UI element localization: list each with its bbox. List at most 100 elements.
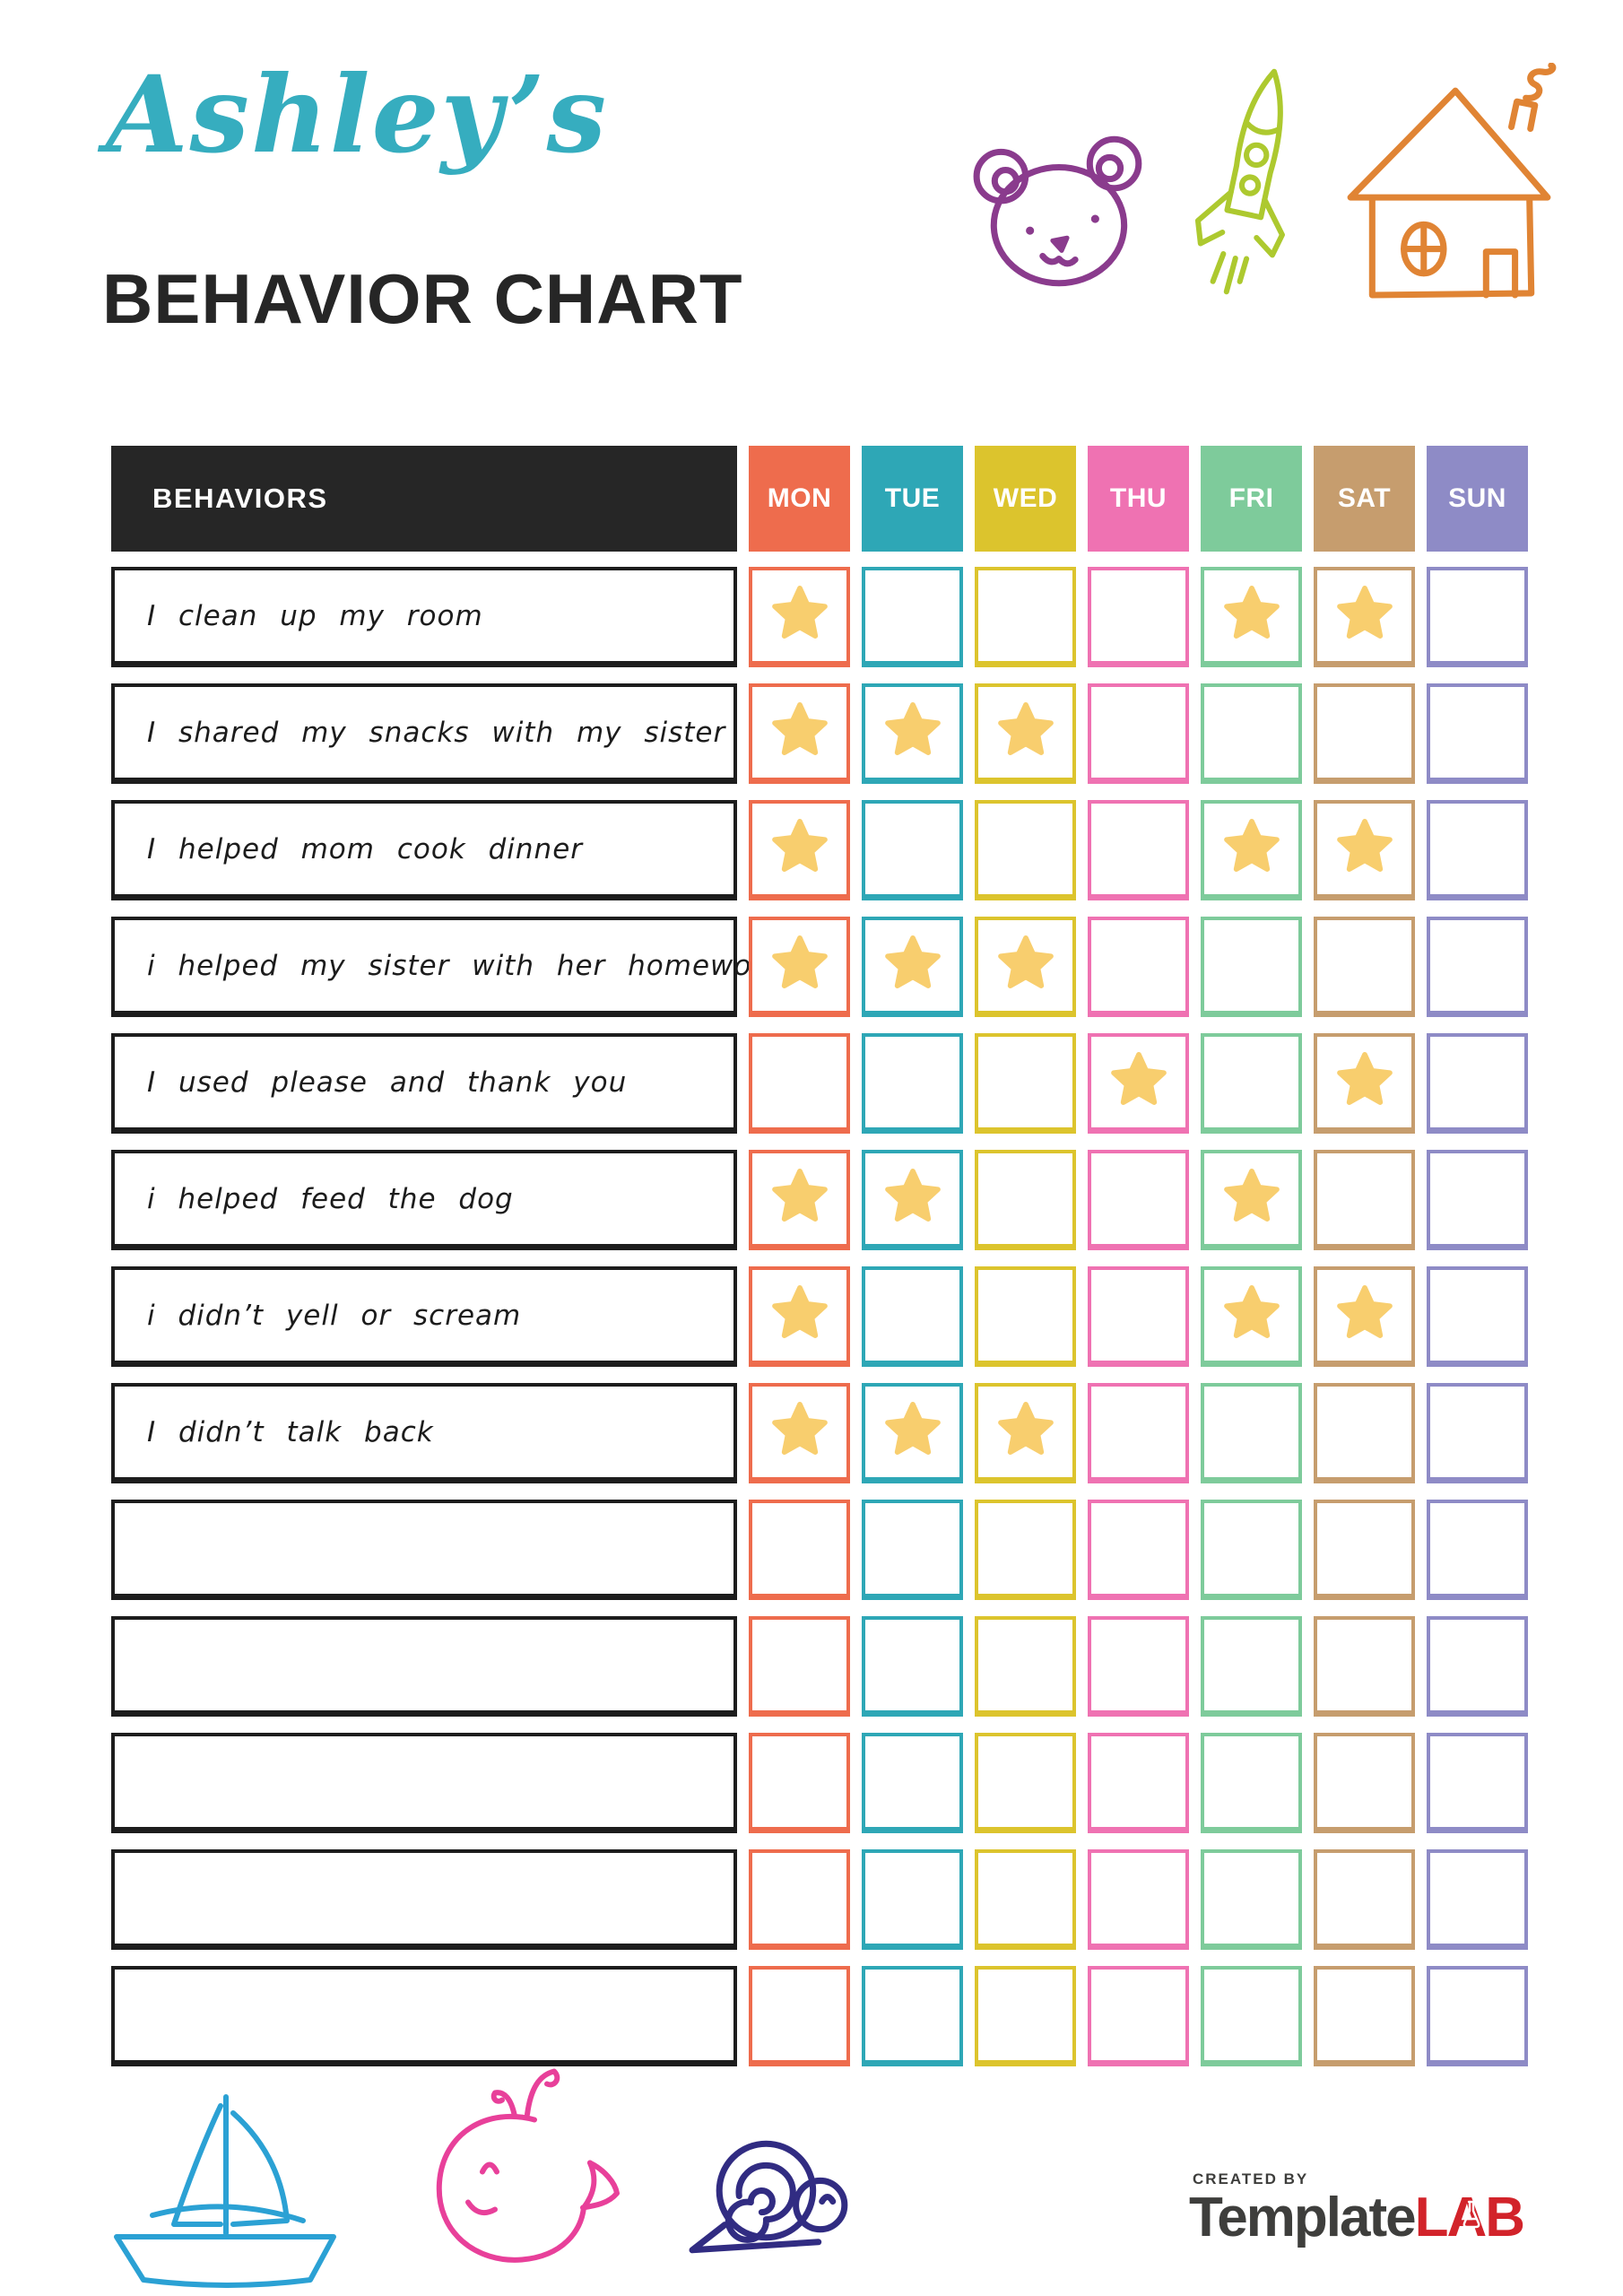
day-cell-mon (749, 917, 850, 1017)
behavior-label-box: I helped mom cook dinner (111, 800, 737, 900)
behavior-label-box: i didn’t yell or scream (111, 1266, 737, 1367)
day-cell-wed (975, 1150, 1076, 1250)
child-name-title: Ashley’s (106, 52, 609, 177)
day-cell-tue (862, 1266, 963, 1367)
star-icon (771, 1168, 828, 1222)
day-cell-fri (1201, 1033, 1302, 1134)
day-cell-fri (1201, 1500, 1302, 1600)
day-cell-sat (1314, 1033, 1415, 1134)
day-cell-sat (1314, 1849, 1415, 1950)
star-icon (1223, 818, 1280, 872)
day-cell-wed (975, 1966, 1076, 2066)
day-cell-thu (1088, 1150, 1189, 1250)
day-cell-fri (1201, 683, 1302, 784)
day-cell-sun (1427, 1616, 1528, 1717)
behavior-label-box (111, 1966, 737, 2066)
day-cell-sat (1314, 1616, 1415, 1717)
day-cell-thu (1088, 683, 1189, 784)
day-cell-sun (1427, 1150, 1528, 1250)
day-cell-wed (975, 800, 1076, 900)
behavior-row (111, 1500, 1528, 1600)
day-cell-mon (749, 1616, 850, 1717)
day-cell-wed (975, 1849, 1076, 1950)
day-header-sat: SAT (1314, 446, 1415, 552)
day-cell-sat (1314, 1266, 1415, 1367)
day-cell-mon (749, 1266, 850, 1367)
day-cell-sun (1427, 800, 1528, 900)
day-cell-tue (862, 917, 963, 1017)
flask-icon (1462, 2200, 1480, 2229)
day-cell-wed (975, 1616, 1076, 1717)
behavior-chart-table: BEHAVIORS MON TUE WED THU FRI SAT SUN I … (111, 446, 1528, 2083)
behavior-row: I used please and thank you (111, 1033, 1528, 1134)
page-title: BEHAVIOR CHART (102, 259, 743, 338)
day-cell-fri (1201, 1150, 1302, 1250)
behavior-row: i helped my sister with her homework (111, 917, 1528, 1017)
day-cell-fri (1201, 1383, 1302, 1483)
day-cell-wed (975, 1033, 1076, 1134)
day-cell-thu (1088, 1733, 1189, 1833)
behavior-row (111, 1966, 1528, 2066)
day-cell-sun (1427, 567, 1528, 667)
behavior-row: I clean up my room (111, 567, 1528, 667)
logo-created-by: CREATED BY (1193, 2170, 1309, 2187)
day-header-tue: TUE (862, 446, 963, 552)
day-cell-wed (975, 1266, 1076, 1367)
star-icon (771, 701, 828, 755)
day-cell-sun (1427, 1033, 1528, 1134)
behavior-label: I didn’t talk back (147, 1415, 434, 1448)
day-cell-fri (1201, 800, 1302, 900)
star-icon (771, 818, 828, 872)
day-cell-sat (1314, 1966, 1415, 2066)
day-cell-fri (1201, 567, 1302, 667)
day-cell-tue (862, 1616, 963, 1717)
day-cell-mon (749, 683, 850, 784)
behavior-label: I used please and thank you (147, 1065, 628, 1099)
day-cell-fri (1201, 1733, 1302, 1833)
day-cell-sat (1314, 683, 1415, 784)
day-cell-sun (1427, 1733, 1528, 1833)
day-cell-sat (1314, 800, 1415, 900)
day-cell-thu (1088, 567, 1189, 667)
day-cell-fri (1201, 1616, 1302, 1717)
snail-doodle-icon (683, 2118, 877, 2267)
star-icon (884, 1168, 941, 1222)
day-cell-mon (749, 1500, 850, 1600)
star-icon (884, 1401, 941, 1455)
day-cell-fri (1201, 1266, 1302, 1367)
star-icon (997, 1401, 1054, 1455)
day-cell-thu (1088, 1033, 1189, 1134)
star-icon (1336, 1284, 1393, 1338)
behavior-label: i helped feed the dog (147, 1182, 514, 1215)
day-cell-tue (862, 800, 963, 900)
day-cell-mon (749, 1733, 850, 1833)
day-cell-mon (749, 800, 850, 900)
day-cell-mon (749, 1150, 850, 1250)
day-cell-tue (862, 1033, 963, 1134)
day-cell-thu (1088, 1266, 1189, 1367)
day-cell-wed (975, 683, 1076, 784)
chart-header-row: BEHAVIORS MON TUE WED THU FRI SAT SUN (111, 446, 1528, 552)
day-cell-mon (749, 1033, 850, 1134)
day-cell-sat (1314, 1150, 1415, 1250)
day-cell-sat (1314, 917, 1415, 1017)
behavior-label-box (111, 1849, 737, 1950)
day-cell-sat (1314, 1500, 1415, 1600)
star-icon (1223, 1168, 1280, 1222)
house-doodle-icon (1336, 63, 1562, 307)
day-cell-tue (862, 567, 963, 667)
day-cell-tue (862, 683, 963, 784)
behavior-label-box: I used please and thank you (111, 1033, 737, 1134)
behavior-label: I shared my snacks with my sister (147, 716, 726, 749)
star-icon (771, 1401, 828, 1455)
behavior-row: I helped mom cook dinner (111, 800, 1528, 900)
logo-template-text: Template (1189, 2187, 1417, 2248)
day-cell-tue (862, 1849, 963, 1950)
star-icon (1110, 1051, 1167, 1105)
logo-lab-text: LAB (1414, 2187, 1525, 2248)
star-icon (1223, 1284, 1280, 1338)
day-cell-wed (975, 1733, 1076, 1833)
behavior-label: I clean up my room (147, 599, 483, 632)
day-cell-sun (1427, 1849, 1528, 1950)
